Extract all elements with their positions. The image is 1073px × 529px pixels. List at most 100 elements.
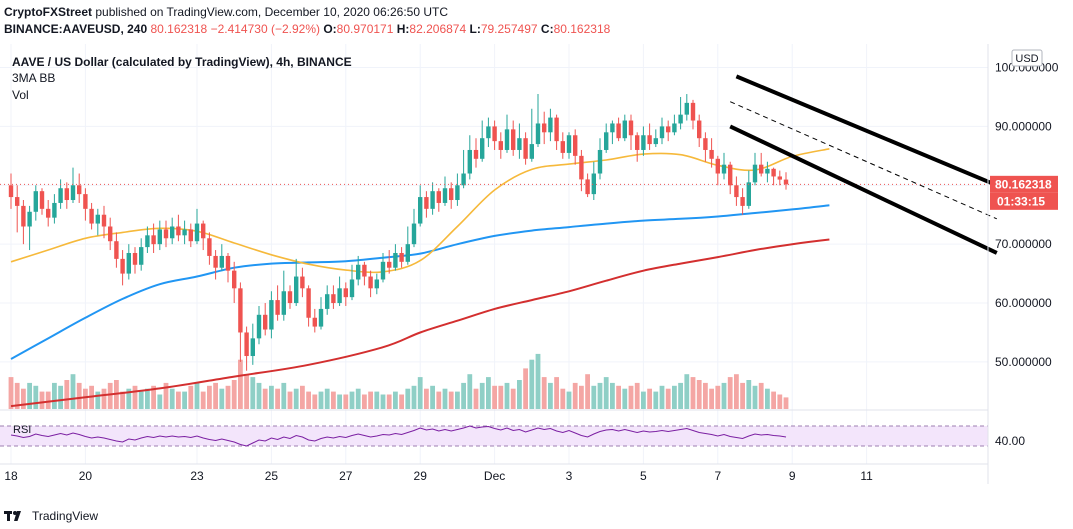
candle-body bbox=[473, 149, 479, 159]
channel-upper-line[interactable] bbox=[735, 74, 998, 188]
candle bbox=[219, 244, 224, 271]
open-label: O: bbox=[323, 22, 337, 36]
change-value: −2.414730 (−2.92%) bbox=[210, 22, 320, 36]
candle bbox=[771, 167, 776, 186]
candle bbox=[238, 282, 243, 362]
candle bbox=[666, 120, 671, 142]
candle bbox=[461, 149, 466, 189]
close-label: C: bbox=[540, 22, 554, 36]
candle bbox=[95, 208, 100, 236]
candle bbox=[343, 282, 348, 306]
volume-bar bbox=[492, 385, 497, 409]
volume-bar bbox=[653, 391, 659, 409]
candle-body bbox=[449, 188, 454, 201]
currency-button[interactable] bbox=[1011, 49, 1043, 67]
candle bbox=[294, 258, 299, 306]
candles bbox=[8, 94, 789, 371]
chart-area[interactable]: 100.00000090.00000080.00000070.00000060.… bbox=[0, 44, 1073, 510]
rsi-line bbox=[10, 425, 787, 447]
candle-body bbox=[101, 214, 107, 227]
candle bbox=[163, 220, 169, 248]
ma-yellow-line bbox=[10, 148, 830, 274]
volume-bar bbox=[399, 394, 404, 409]
volume-bar bbox=[634, 382, 640, 409]
volume-bar bbox=[163, 382, 169, 409]
x-tick-label: 11 bbox=[860, 469, 873, 483]
candle-body bbox=[480, 138, 485, 159]
candle-body bbox=[170, 226, 175, 239]
candle-body bbox=[151, 235, 156, 245]
candle bbox=[697, 114, 702, 148]
volume-bar bbox=[8, 377, 14, 409]
candle bbox=[64, 182, 69, 209]
candle bbox=[486, 117, 491, 148]
volume-bar bbox=[169, 388, 175, 409]
candle-body bbox=[535, 123, 541, 145]
candle bbox=[306, 285, 311, 327]
candle bbox=[201, 220, 206, 251]
volume-bar bbox=[275, 388, 280, 409]
candle-body bbox=[287, 291, 293, 304]
candle-body bbox=[690, 102, 696, 121]
candle-body bbox=[356, 264, 361, 280]
candle bbox=[759, 152, 764, 177]
candle bbox=[89, 202, 94, 230]
candle-body bbox=[765, 168, 770, 174]
volume-bar bbox=[14, 382, 20, 409]
candle-body bbox=[461, 173, 466, 186]
candle-body bbox=[752, 164, 758, 183]
volume-bar bbox=[721, 382, 727, 409]
candle-body bbox=[139, 247, 144, 265]
candle bbox=[368, 270, 373, 298]
price-chart[interactable]: 100.00000090.00000080.00000070.00000060.… bbox=[0, 44, 1073, 510]
candle-body bbox=[114, 241, 119, 259]
channel-lower-line[interactable] bbox=[729, 124, 998, 255]
x-tick-label: 5 bbox=[640, 469, 647, 483]
candle-body bbox=[70, 185, 76, 201]
low-value: 79.257497 bbox=[480, 22, 538, 36]
volume-bar bbox=[33, 385, 39, 409]
candle-body bbox=[83, 194, 88, 209]
volume-bar bbox=[132, 385, 138, 409]
volume-bar bbox=[727, 377, 733, 409]
candle bbox=[473, 138, 479, 168]
candle-body bbox=[684, 102, 689, 115]
candle-body bbox=[263, 314, 268, 330]
tradingview-logo-icon bbox=[4, 511, 21, 521]
volume-bar bbox=[238, 359, 243, 409]
volume-bar bbox=[52, 382, 57, 409]
candle-body bbox=[721, 164, 727, 174]
candle-body bbox=[759, 164, 764, 174]
candle bbox=[560, 132, 565, 159]
candle bbox=[349, 264, 355, 301]
candle bbox=[374, 273, 379, 295]
candle-body bbox=[653, 138, 658, 145]
candle bbox=[480, 120, 485, 162]
x-tick-label: Dec bbox=[484, 469, 505, 483]
channel-mid-line[interactable] bbox=[729, 101, 998, 220]
volume-bar bbox=[362, 394, 367, 409]
volume-bar bbox=[616, 385, 621, 409]
candle-body bbox=[232, 270, 237, 289]
volume-bar bbox=[374, 391, 380, 409]
publisher-name[interactable]: CryptoFXStreet bbox=[4, 5, 93, 19]
legend-title: AAVE / US Dollar (calculated by TradingV… bbox=[12, 55, 352, 69]
candle bbox=[678, 96, 683, 130]
candle-body bbox=[666, 126, 671, 133]
candle bbox=[387, 250, 392, 274]
x-tick-label: 25 bbox=[265, 469, 279, 483]
candle-body bbox=[523, 138, 528, 159]
volume-bar bbox=[746, 380, 752, 409]
volume-bar bbox=[405, 388, 411, 409]
candle bbox=[659, 117, 665, 145]
candle-body bbox=[703, 138, 708, 150]
candle bbox=[256, 305, 262, 345]
candle bbox=[27, 205, 32, 251]
candle bbox=[597, 138, 603, 180]
candle-body bbox=[387, 261, 392, 268]
volume-bar bbox=[752, 385, 758, 409]
candle-body bbox=[120, 258, 125, 274]
footer-brand[interactable]: TradingView bbox=[32, 509, 99, 523]
volume-bar bbox=[560, 388, 566, 409]
candle bbox=[690, 99, 696, 130]
